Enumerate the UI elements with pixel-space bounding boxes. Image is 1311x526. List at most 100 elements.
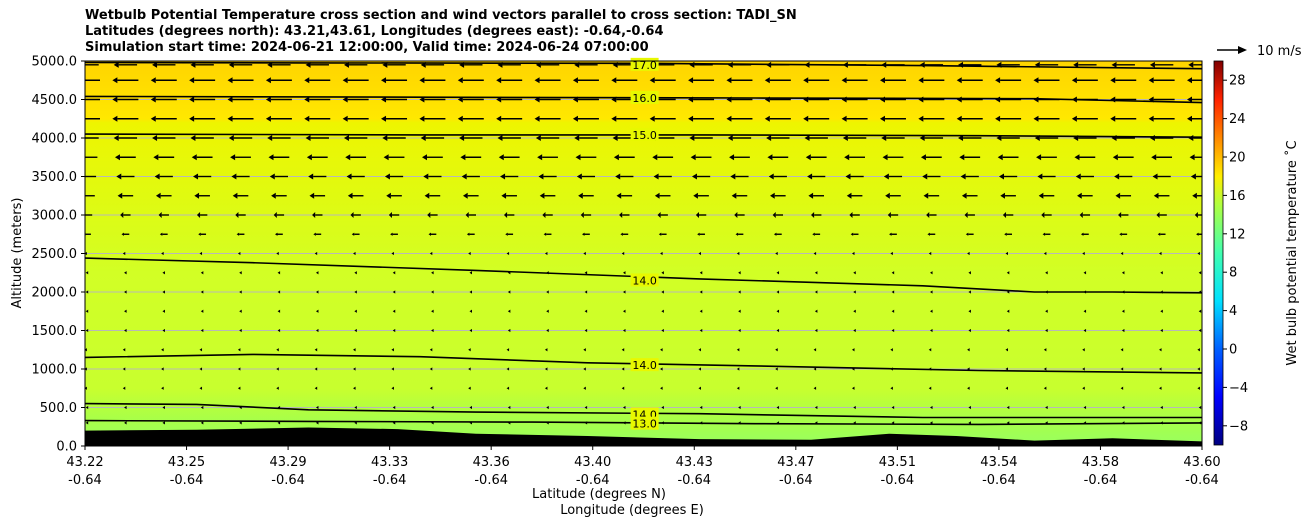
wind-vector-head [269,173,275,180]
wind-vector-head [611,77,617,84]
wind-vector-head [312,212,316,218]
wind-vector-head [693,192,698,199]
wind-vector-head [391,367,394,371]
wind-vector-head [1043,367,1047,371]
wind-vector-head [314,367,318,371]
wind-vector-head [85,271,89,275]
wind-vector-head [161,251,164,256]
contour-labels: 17.016.015.014.014.014.013.0 [630,57,659,431]
wind-vector-head [315,271,319,275]
wind-vector-head [85,290,89,294]
wind-vector-head [582,232,585,236]
x-tick-label-lat: 43.60 [1183,455,1220,470]
wind-vector-head [688,115,694,122]
colorbar-tick-label: 24 [1229,112,1246,127]
wind-vector-head [85,328,89,333]
wind-vector-head [1074,154,1080,161]
wind-vector-head [853,405,856,410]
wind-vector-head [308,173,314,180]
wind-vector-head [200,290,204,294]
contour-label: 16.0 [632,92,657,105]
wind-vector-head [968,271,971,275]
wind-vector-head [124,405,127,410]
wind-vector-head [813,386,817,390]
wind-vector-head [461,173,467,180]
wind-vector-head [919,135,925,141]
wind-vector-head [431,271,434,275]
wind-vector-head [615,173,621,180]
wind-vector-head [887,212,891,218]
x-tick-label-lon: -0.64 [373,473,407,488]
wind-vector-head [849,212,853,218]
wind-vector-head [161,367,164,371]
wind-vector-head [112,96,118,103]
wind-vector-head [124,290,127,294]
wind-vector-head [851,386,855,390]
wind-vector-head [652,154,658,161]
wind-vector-head [431,405,434,410]
x-axis: 43.22 -0.64 43.25 -0.64 43.29 -0.64 43.33 -0.64… [66,446,1221,488]
wind-vector-head [162,421,165,425]
wind-vector-head [391,251,394,256]
contour-label: 17.0 [632,59,657,72]
wind-vector-head [1043,251,1047,256]
wind-vector-head [1153,192,1159,199]
contour-label-bg [630,127,659,141]
wind-vector-head [575,154,581,161]
wind-vector-head [621,251,625,256]
wind-vector-head [1083,328,1087,333]
wind-vector-head [726,115,732,122]
wind-vector-head [1083,309,1087,313]
wind-vector-head [891,309,895,313]
wind-vector-head [1005,251,1009,256]
wind-vector-head [345,154,351,161]
wind-vector-head [544,251,548,256]
wind-vector-head [584,290,588,294]
contour-label: 13.0 [632,418,657,431]
wind-vector-head [239,290,242,294]
wind-vector-head [813,348,817,352]
title-line-3: Simulation start time: 2024-06-21 12:00:… [85,40,649,55]
wind-vector-head [1198,309,1202,313]
wind-vector-head [1033,77,1039,84]
wind-vector-head [807,173,813,180]
wind-vector-head [623,271,626,275]
wind-vector-head [1187,96,1192,103]
x-tick-label-lat: 43.54 [980,455,1017,470]
wind-vector-head [354,309,357,313]
wind-vector-head [583,251,586,256]
wind-vector-head [803,115,809,122]
wind-vector-head [1149,61,1155,68]
wind-vector-head [239,309,242,313]
wind-vector-head [1080,232,1084,236]
wind-vector-head [74,77,79,83]
wind-vector-head [1187,115,1192,122]
wind-vector-head [699,290,703,294]
wind-vector-head [775,251,778,256]
wind-vector-head [649,115,655,122]
wind-vector-head [699,405,703,410]
wind-vector-head [1043,386,1047,390]
wind-vector-head [1045,271,1048,275]
wind-vector-head [1110,115,1116,122]
wind-vector-head [1005,386,1009,390]
wind-vector-head [729,154,735,161]
wind-vector-head [1160,328,1163,333]
wind-vector-head [457,77,463,84]
wind-vector-head [351,232,355,236]
wind-vector-head [542,212,546,218]
wind-vector-head [122,367,126,371]
wind-vector-head [891,405,895,410]
y-tick-label: 2500.0 [32,247,78,262]
wind-vector-head [423,173,429,180]
wind-vector-head [1000,192,1005,199]
wind-vector-head [584,271,588,275]
y-axis: 0.0 500.0 1000.0 1500.0 2000.0 2500.0 3000.0 35… [32,55,85,455]
wind-vector-head [813,251,817,256]
wind-vector-head [120,212,124,218]
colorbar-ticks: −8 −4 0 4 8 12 16 20 24 28 [1223,74,1248,434]
wind-vector-head [964,212,968,218]
wind-vector-head [995,77,1001,84]
wind-vector-head [235,212,239,218]
wind-vector-head [1198,271,1202,275]
